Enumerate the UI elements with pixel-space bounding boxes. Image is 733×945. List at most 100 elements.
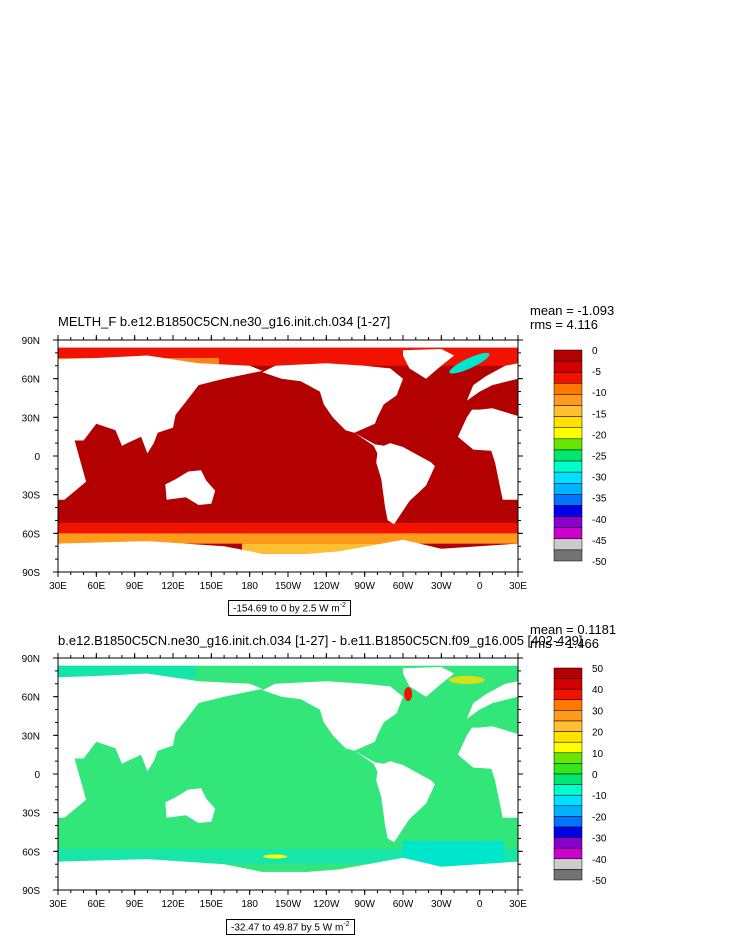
colorbar: 0 -5 -10 -15 -20 -25 -30 -35 -40 -45 -50 <box>553 346 607 568</box>
southern-band-2 <box>58 533 518 544</box>
x-tick-label: 180 <box>241 581 258 592</box>
chart-title: b.e12.B1850C5CN.ne30_g16.init.ch.034 [1-… <box>58 633 583 648</box>
contour-range-label: -154.69 to 0 by 2.5 W m-2 <box>228 600 351 617</box>
colorbar-swatch <box>553 773 583 785</box>
x-tick-label: 150E <box>200 581 224 592</box>
x-tick-label: 150W <box>275 581 302 592</box>
colorbar-label: 10 <box>592 749 604 760</box>
colorbar-label: -30 <box>592 834 607 845</box>
colorbar-label: -50 <box>592 557 607 568</box>
x-tick-label: 120W <box>313 899 340 910</box>
colorbar-label: 0 <box>592 346 598 357</box>
x-tick-label: 60W <box>393 899 414 910</box>
colorbar-swatch <box>553 720 583 732</box>
colorbar-swatch <box>553 731 583 743</box>
x-tick-label: 30W <box>431 581 452 592</box>
colorbar-label: 20 <box>592 728 604 739</box>
chart-title: MELTH_F b.e12.B1850C5CN.ne30_g16.init.ch… <box>58 314 391 329</box>
land-mass <box>58 355 263 500</box>
colorbar-swatch <box>553 678 583 690</box>
colorbar-swatch <box>553 816 583 828</box>
colorbar-label: 50 <box>592 664 604 675</box>
colorbar-swatch <box>553 688 583 701</box>
colorbar-label: -5 <box>592 367 601 378</box>
x-tick-label: 120W <box>313 581 340 592</box>
x-tick-label: 60E <box>87 581 105 592</box>
colorbar-label: -50 <box>592 876 607 887</box>
land-mass <box>58 340 518 343</box>
y-tick-label: 0 <box>34 770 40 781</box>
y-tick-label: 30S <box>22 809 40 820</box>
y-tick-label: 60S <box>22 847 40 858</box>
y-tick-label: 90S <box>22 568 40 579</box>
land-mass <box>466 363 518 401</box>
x-tick-label: 0 <box>477 581 483 592</box>
y-tick-label: 0 <box>34 452 40 463</box>
colorbar-swatch <box>553 741 583 754</box>
x-tick-label: 90W <box>354 899 375 910</box>
x-tick-label: 90W <box>354 581 375 592</box>
y-tick-label: 90S <box>22 886 40 897</box>
x-tick-label: 60W <box>393 581 414 592</box>
colorbar-label: 0 <box>592 770 598 781</box>
colorbar-label: -10 <box>592 791 607 802</box>
rms-label: rms = 1.466 <box>530 636 600 651</box>
map-plot: 30E 60E 90E 120E 150E 180 150W 120W 90W 60W 30W 0 30… <box>22 335 527 592</box>
x-tick-label: 150W <box>275 899 302 910</box>
colorbar-swatch <box>553 794 583 807</box>
hotspot <box>404 687 413 702</box>
panel-top: MELTH_F b.e12.B1850C5CN.ne30_g16.init.ch… <box>22 303 615 617</box>
colorbar-label: 40 <box>592 685 604 696</box>
colorbar-swatch <box>553 847 583 860</box>
colorbar-swatch <box>553 667 583 679</box>
colorbar-swatch <box>553 710 583 722</box>
colorbar-label: -40 <box>592 515 607 526</box>
y-tick-label: 90N <box>22 336 40 347</box>
mean-label: mean = 0.1181 <box>530 622 617 637</box>
land-mass <box>58 539 518 572</box>
y-tick-label: 30N <box>22 731 40 742</box>
colorbar-label: -20 <box>592 812 607 823</box>
colorbar-swatch <box>553 752 583 764</box>
land-mass <box>466 681 518 719</box>
x-tick-label: 150E <box>200 899 224 910</box>
y-tick-label: 60S <box>22 529 40 540</box>
x-tick-label: 180 <box>241 899 258 910</box>
x-tick-label: 30E <box>509 899 527 910</box>
rms-label: rms = 4.116 <box>530 317 599 332</box>
southern-band-3 <box>242 543 403 554</box>
colorbar-label: -25 <box>592 452 607 463</box>
hotspot <box>263 854 288 859</box>
colorbar-swatch <box>553 826 583 838</box>
y-tick-label: 90N <box>22 654 40 665</box>
land-mass <box>457 726 518 818</box>
x-tick-label: 30W <box>431 899 452 910</box>
colorbar-label: -10 <box>592 388 607 399</box>
x-tick-label: 120E <box>161 899 185 910</box>
colorbar-swatch <box>553 858 583 870</box>
mean-label: mean = -1.093 <box>530 303 615 318</box>
x-tick-label: 60E <box>87 899 105 910</box>
x-tick-label: 30E <box>49 899 67 910</box>
colorbar-label: -15 <box>592 409 607 420</box>
land-mass <box>165 788 216 823</box>
land-mass <box>403 667 455 697</box>
colorbar-label: -40 <box>592 855 607 866</box>
colorbar-label: -35 <box>592 494 607 505</box>
colorbar-label: 30 <box>592 706 604 717</box>
x-tick-label: 30E <box>509 581 527 592</box>
land-mass <box>403 349 455 379</box>
x-tick-label: 90E <box>126 899 144 910</box>
colorbar-swatch <box>553 869 583 881</box>
land-mass <box>354 750 435 843</box>
y-tick-label: 30S <box>22 491 40 502</box>
land-mass <box>354 432 435 525</box>
land-mass <box>58 673 263 818</box>
hotspot <box>448 675 485 684</box>
land-mass <box>58 857 518 890</box>
x-tick-label: 0 <box>477 899 483 910</box>
land-mass <box>58 658 518 661</box>
land-mass <box>262 363 403 433</box>
